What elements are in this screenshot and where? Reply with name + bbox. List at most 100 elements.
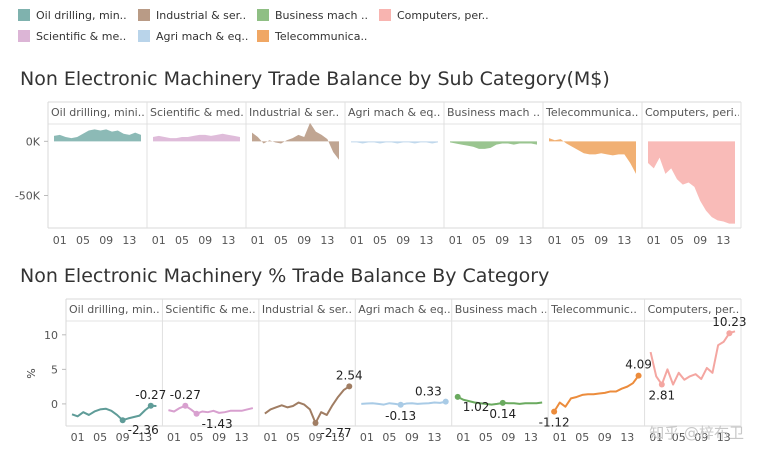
legend-item[interactable]: Industrial & ser.. [138, 8, 246, 24]
x-tick-label: 13 [320, 234, 334, 247]
x-tick-label: 05 [274, 234, 288, 247]
legend-item[interactable]: Telecommunica.. [257, 29, 367, 45]
x-tick-label: 13 [524, 431, 538, 444]
data-label: 2.81 [648, 388, 675, 402]
x-tick-label: 09 [693, 234, 707, 247]
panel-header-label: Agri mach & eq.. [348, 106, 440, 119]
panel-7: Computers, peri.. 01 05 09 13 [645, 102, 742, 247]
area-series [648, 141, 735, 224]
x-tick-label: 01 [71, 431, 85, 444]
data-label: 10.23 [712, 315, 746, 329]
x-tick-label: 05 [93, 431, 107, 444]
panel-3: Industrial & ser.. 01 05 09 13-2.77 2.54 [262, 299, 363, 444]
x-tick-label: 01 [449, 234, 463, 247]
data-point-marker [454, 393, 461, 400]
x-tick-label: 05 [472, 234, 486, 247]
x-tick-label: 05 [479, 431, 493, 444]
data-label: 2.54 [336, 368, 363, 382]
x-tick-label: 05 [571, 234, 585, 247]
x-tick-label: 05 [286, 431, 300, 444]
y-tick-label: 0 [51, 398, 58, 411]
area-series [153, 133, 240, 142]
panel-4: Agri mach & eq.. 01 05 09 13 -0.13 0.33 [358, 299, 453, 444]
x-tick-label: 01 [553, 431, 567, 444]
legend-swatch [379, 9, 391, 21]
legend-label: Oil drilling, min.. [36, 9, 127, 22]
legend-item[interactable]: Oil drilling, min.. [18, 8, 127, 24]
legend-label: Scientific & me.. [36, 30, 127, 43]
area-series [450, 141, 537, 149]
legend-item[interactable]: Scientific & me.. [18, 29, 126, 45]
line-series [168, 404, 254, 415]
legend-item[interactable]: Agri mach & eq.. [138, 29, 248, 45]
panel-header-label: Oil drilling, min.. [69, 303, 160, 316]
x-tick-label: 01 [456, 431, 470, 444]
y-tick-label: -50K [15, 190, 41, 203]
panel-header-label: Business mach .. [447, 106, 540, 119]
x-tick-label: 13 [717, 431, 731, 444]
x-tick-label: 09 [405, 431, 419, 444]
x-tick-label: 01 [649, 431, 663, 444]
watermark: 知乎 @梓布卫 [649, 424, 744, 442]
x-tick-label: 01 [251, 234, 265, 247]
data-label: -1.12 [539, 416, 570, 430]
data-label: -0.13 [385, 409, 416, 423]
data-label: 0.14 [489, 407, 516, 421]
y-tick-label: 10 [44, 329, 58, 342]
x-tick-label: 05 [190, 431, 204, 444]
panel-5: Business mach .. 01 05 09 13 1.020.14 [454, 299, 549, 444]
legend-item[interactable]: Business mach .. [257, 8, 368, 24]
area-series [351, 141, 438, 144]
area-series [54, 129, 141, 142]
x-tick-label: 05 [575, 431, 589, 444]
x-tick-label: 01 [152, 234, 166, 247]
legend-label: Industrial & ser.. [156, 9, 247, 22]
x-tick-label: 09 [212, 431, 226, 444]
data-point-marker [147, 402, 154, 409]
data-point-marker [658, 381, 665, 388]
panel-header-label: Industrial & ser.. [249, 106, 339, 119]
data-point-marker [119, 417, 126, 424]
panel-6: Telecommunica.. 01 05 09 13 [545, 102, 643, 247]
x-tick-label: 01 [53, 234, 67, 247]
x-tick-label: 09 [594, 234, 608, 247]
panel-header-label: Computers, peri.. [645, 106, 741, 119]
x-tick-label: 01 [548, 234, 562, 247]
data-point-marker [499, 399, 506, 406]
x-tick-label: 13 [122, 234, 136, 247]
x-tick-label: 01 [167, 431, 181, 444]
x-tick-label: 01 [263, 431, 277, 444]
y-axis-title: % [25, 368, 38, 378]
legend-swatch [138, 30, 150, 42]
x-tick-label: 09 [116, 431, 130, 444]
panel-6: Telecommunic.. 01 05 09 13 -1.12 4.09 [539, 299, 652, 444]
data-label: 4.09 [625, 358, 652, 372]
panel-header-label: Scientific & med.. [150, 106, 247, 119]
x-tick-label: 13 [221, 234, 235, 247]
x-tick-label: 01 [360, 431, 374, 444]
data-point-marker [635, 372, 642, 379]
line-series [553, 375, 640, 413]
x-tick-label: 13 [235, 431, 249, 444]
x-tick-label: 05 [373, 234, 387, 247]
x-tick-label: 05 [672, 431, 686, 444]
x-tick-label: 05 [175, 234, 189, 247]
data-label: -1.43 [202, 417, 233, 431]
x-tick-label: 09 [309, 431, 323, 444]
line-series [649, 330, 736, 386]
x-tick-label: 09 [694, 431, 708, 444]
x-tick-label: 09 [297, 234, 311, 247]
data-label: 1.02 [463, 400, 490, 414]
legend-item[interactable]: Computers, per.. [379, 8, 489, 24]
panel-header-label: Telecommunica.. [545, 106, 638, 119]
legend-swatch [18, 30, 30, 42]
panel-7: Computers, per.. 01 05 09 13 2.81 10.23 [648, 299, 747, 444]
x-tick-label: 09 [495, 234, 509, 247]
x-tick-label: 13 [716, 234, 730, 247]
data-point-marker [442, 398, 449, 405]
data-label: -0.27 [135, 388, 166, 402]
data-point-marker [397, 401, 404, 408]
line-series [264, 385, 350, 425]
x-tick-label: 09 [99, 234, 113, 247]
